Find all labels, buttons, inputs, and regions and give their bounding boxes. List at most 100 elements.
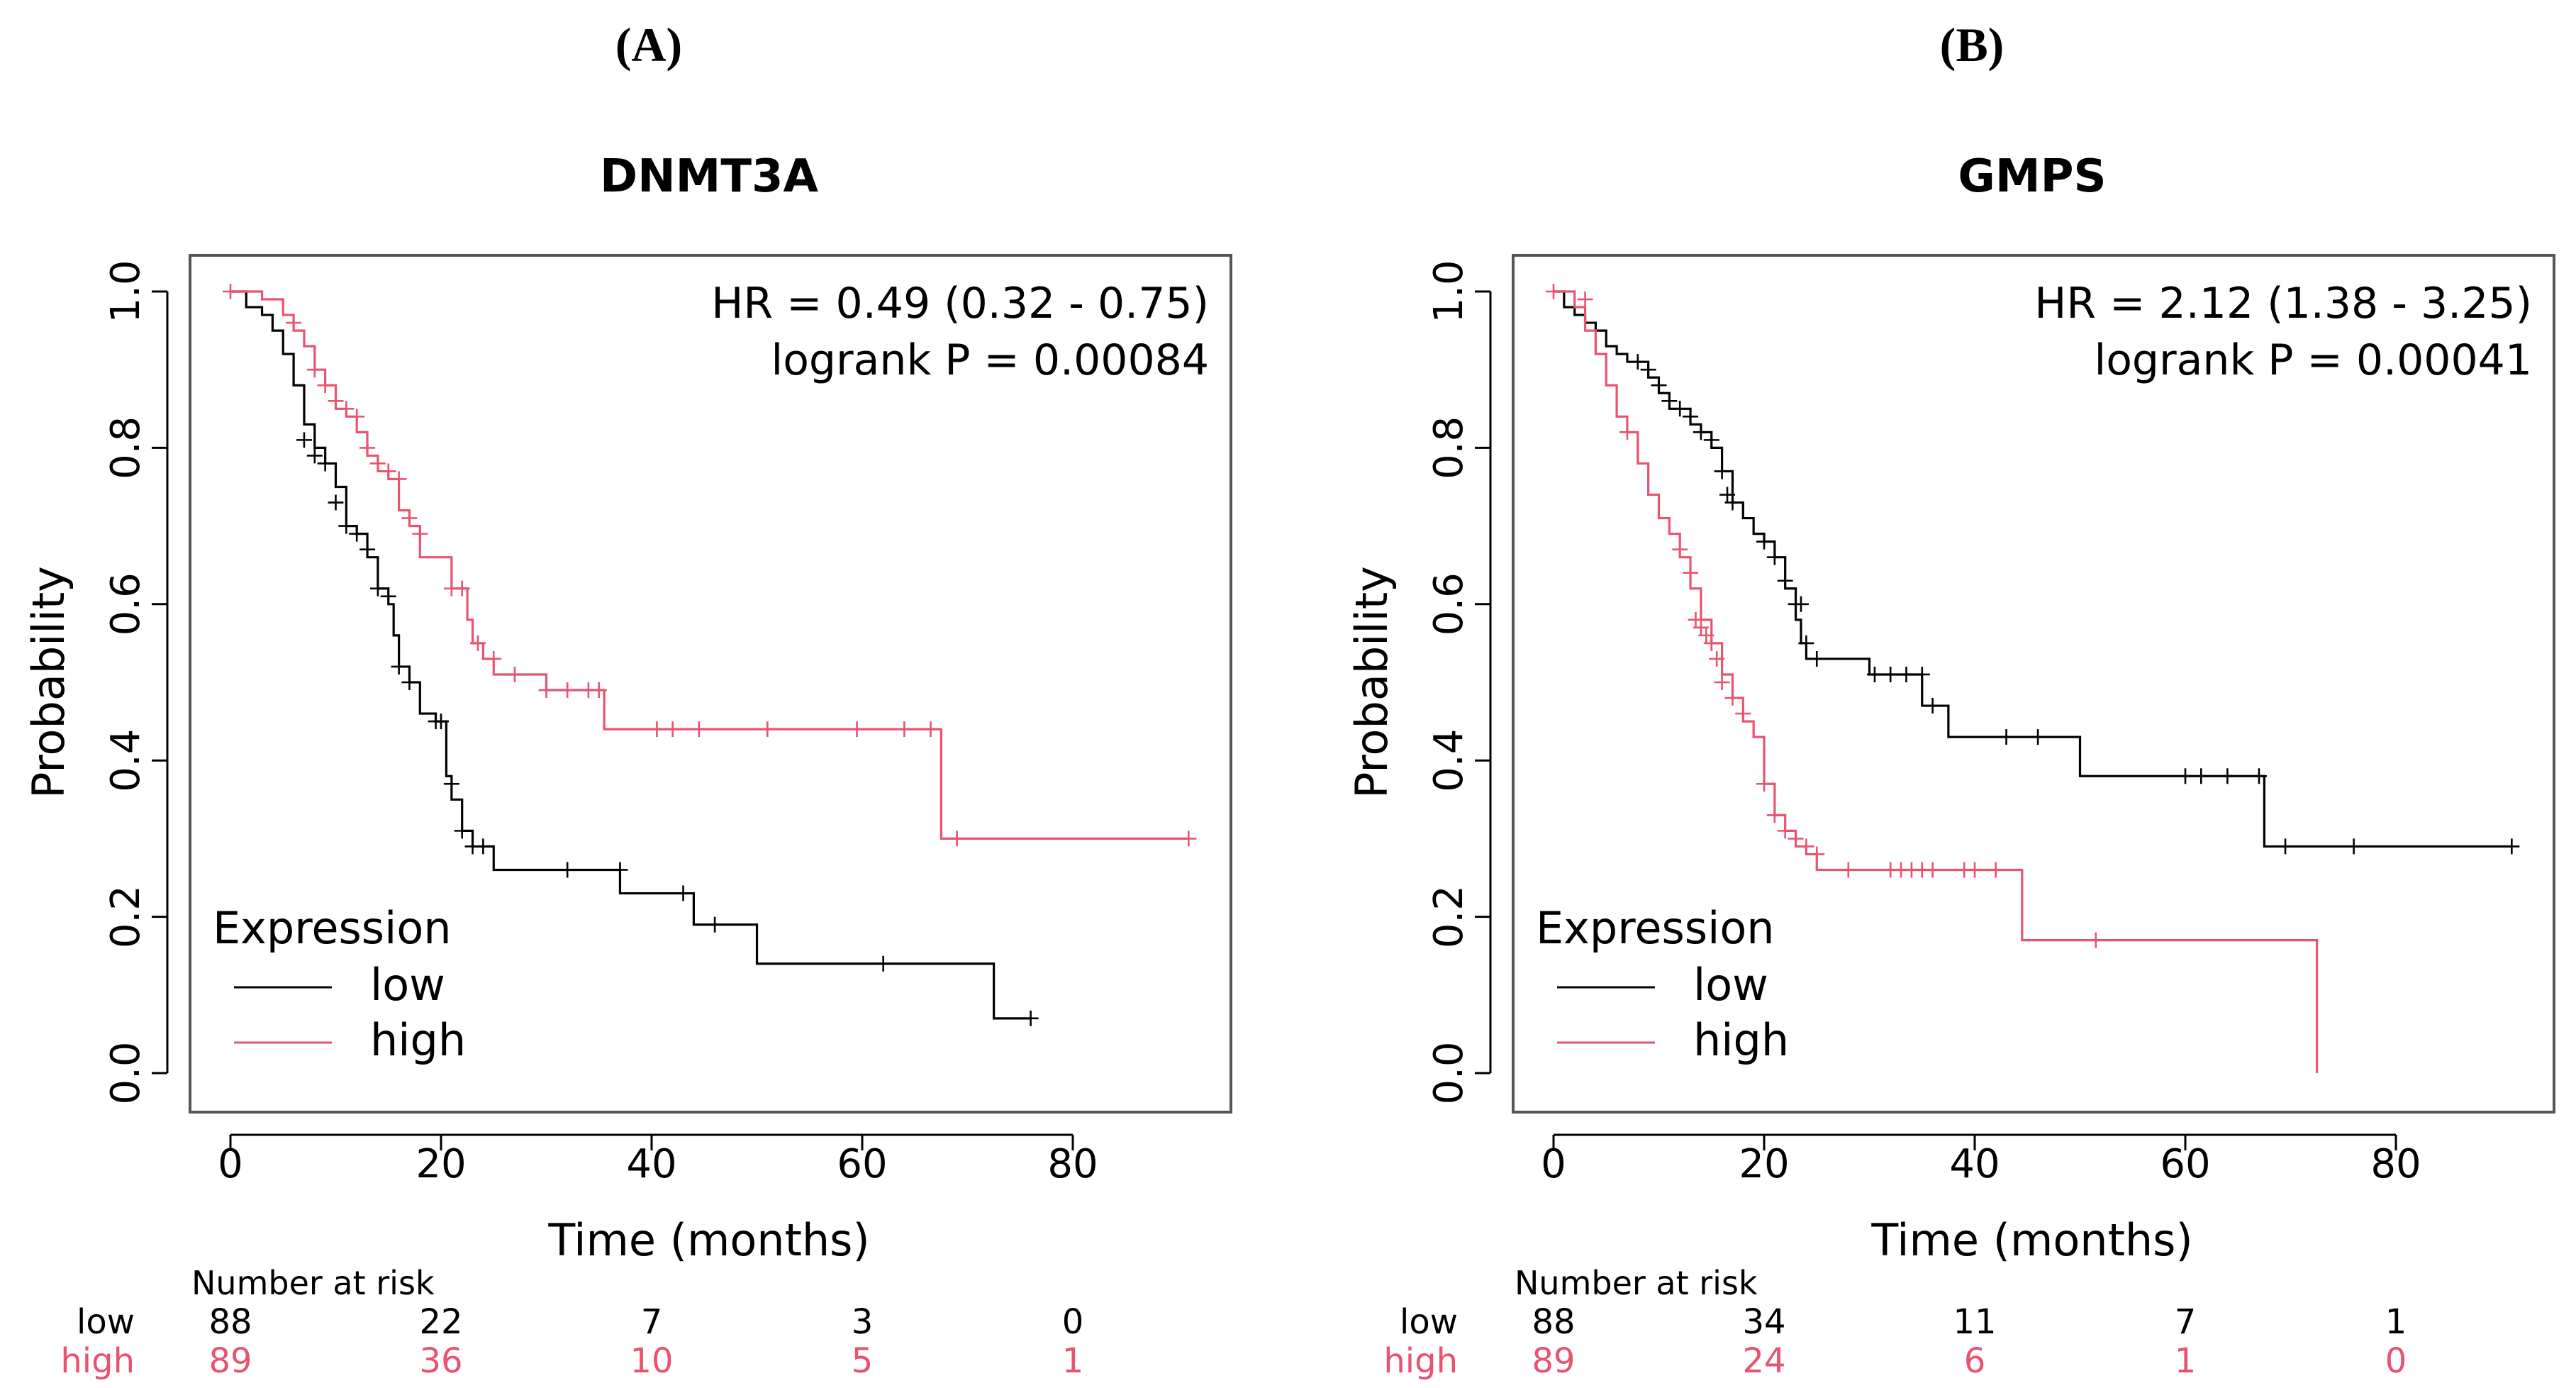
legend-label-high: high — [370, 1014, 466, 1066]
censor-mark-low — [1866, 666, 1883, 682]
x-tick-label: 40 — [1949, 1141, 2000, 1187]
censor-mark-low — [1629, 354, 1646, 370]
censor-mark-low — [2346, 838, 2362, 855]
censor-mark-low — [2178, 768, 2193, 784]
censor-mark-low — [2277, 838, 2294, 855]
risk-value-high: 89 — [1532, 1341, 1575, 1381]
risk-value-low: 88 — [208, 1302, 252, 1342]
legend-label-low: low — [370, 959, 445, 1011]
censor-mark-low — [349, 526, 365, 542]
censor-mark-high — [559, 682, 576, 699]
censor-mark-low — [369, 580, 386, 596]
censor-mark-low — [2251, 768, 2267, 784]
risk-value-low: 3 — [852, 1302, 874, 1342]
x-tick-label: 60 — [2160, 1141, 2210, 1187]
censor-mark-high — [896, 721, 913, 738]
survival-curve-low — [230, 290, 1031, 1020]
y-tick-label: 1.0 — [1426, 260, 1472, 323]
chart-panel-a: (A) DNMT3A 0 20 40 60 80 Time (months) 0.0 0.2 0.4… — [23, 18, 1232, 1381]
y-tick-label: 0.8 — [103, 416, 149, 479]
censor-mark-low — [2030, 729, 2046, 745]
y-axis-label: Probability — [1346, 566, 1398, 799]
censor-mark-low — [317, 455, 333, 472]
censor-mark-high — [1709, 650, 1725, 667]
chart-title: DNMT3A — [600, 150, 819, 203]
risk-table-header: Number at risk — [1515, 1264, 1758, 1302]
censor-mark-high — [1693, 619, 1709, 635]
censor-mark-high — [1181, 831, 1197, 847]
risk-value-high: 1 — [2175, 1341, 2197, 1381]
censor-mark-low — [1798, 635, 1814, 651]
censor-mark-high — [949, 831, 965, 847]
x-tick-label: 80 — [2370, 1141, 2421, 1187]
censor-mark-high — [1798, 838, 1814, 855]
censor-mark-high — [759, 721, 776, 738]
risk-value-low: 88 — [1532, 1302, 1575, 1342]
censor-mark-low — [1777, 572, 1793, 589]
panel-label: (B) — [1940, 18, 2005, 72]
censor-mark-high — [1683, 565, 1699, 581]
censor-mark-low — [1651, 377, 1667, 394]
censor-mark-low — [454, 823, 470, 839]
censor-mark-low — [475, 838, 491, 855]
y-tick-label: 1.0 — [103, 260, 149, 323]
logrank-annotation: logrank P = 0.00041 — [2095, 335, 2532, 385]
x-axis-label: Time (months) — [1870, 1214, 2192, 1266]
censor-mark-low — [1809, 650, 1825, 667]
censor-mark-high — [412, 526, 428, 542]
censor-mark-high — [1756, 776, 1772, 792]
logrank-annotation: logrank P = 0.00084 — [771, 335, 1209, 385]
censor-mark-low — [1703, 432, 1719, 448]
censor-mark-high — [922, 721, 939, 738]
censor-mark-low — [612, 862, 628, 878]
y-tick-label: 0.0 — [103, 1041, 149, 1104]
censor-mark-high — [1546, 284, 1561, 299]
x-tick-label: 40 — [626, 1141, 676, 1187]
x-tick-label: 20 — [416, 1141, 466, 1187]
legend-label-low: low — [1693, 959, 1768, 1011]
censor-mark-high — [328, 393, 344, 409]
chart-title: GMPS — [1958, 150, 2106, 203]
risk-value-high: 89 — [208, 1341, 252, 1381]
y-tick-label: 0.0 — [1426, 1041, 1472, 1104]
censor-mark-high — [486, 650, 502, 667]
risk-value-low: 7 — [2175, 1302, 2197, 1342]
censor-mark-high — [1766, 807, 1783, 823]
risk-row-label-low: low — [77, 1302, 135, 1342]
censor-mark-low — [380, 588, 396, 604]
censor-mark-high — [506, 666, 523, 682]
censor-mark-high — [469, 635, 486, 651]
censor-mark-high — [317, 377, 333, 394]
censor-mark-high — [1688, 611, 1704, 628]
risk-value-high: 6 — [1964, 1341, 1986, 1381]
y-tick-label: 0.6 — [1426, 572, 1472, 635]
censor-mark-low — [1924, 698, 1941, 714]
censor-mark-high — [1777, 823, 1793, 839]
censor-mark-high — [849, 721, 865, 738]
censor-mark-low — [675, 885, 691, 901]
censor-mark-low — [1883, 666, 1899, 682]
censor-mark-high — [380, 463, 396, 479]
x-axis-label: Time (months) — [547, 1214, 869, 1266]
censor-mark-high — [401, 510, 418, 526]
plot-frame — [1512, 254, 2555, 1114]
censor-mark-high — [538, 682, 554, 699]
censor-mark-high — [306, 362, 323, 378]
censor-mark-low — [359, 541, 376, 557]
y-tick-label: 0.4 — [1426, 729, 1472, 792]
censor-mark-high — [1672, 541, 1688, 557]
risk-table-header: Number at risk — [191, 1264, 435, 1302]
censor-mark-high — [2087, 932, 2104, 948]
censor-mark-high — [369, 455, 386, 472]
censor-mark-low — [1683, 409, 1699, 425]
y-tick-label: 0.6 — [103, 572, 149, 635]
censor-mark-low — [1640, 362, 1656, 378]
censor-mark-low — [707, 916, 723, 933]
survival-curve-high — [1554, 290, 2319, 1073]
censor-mark-high — [591, 682, 607, 699]
censor-mark-high — [359, 440, 376, 456]
censor-mark-low — [2219, 768, 2236, 784]
censor-mark-low — [559, 862, 576, 878]
censor-mark-high — [1577, 292, 1593, 308]
